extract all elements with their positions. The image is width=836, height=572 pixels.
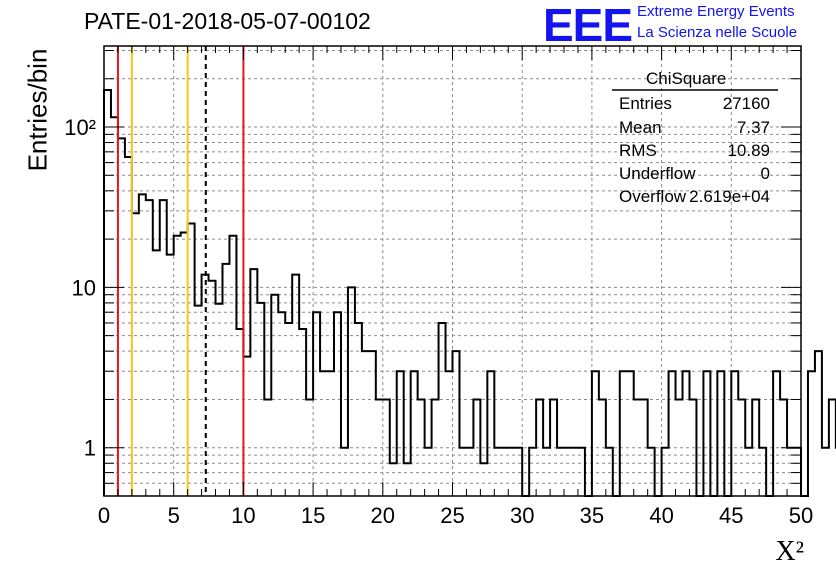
x-tick-label: 40 <box>649 503 673 528</box>
x-tick-label: 30 <box>510 503 534 528</box>
x-tick-label: 15 <box>301 503 325 528</box>
stats-value-underflow: 0 <box>760 164 770 183</box>
x-tick-label: 5 <box>168 503 180 528</box>
stats-label-rms: RMS <box>619 141 657 160</box>
y-tick-label: 10² <box>64 115 96 140</box>
x-tick-label: 25 <box>440 503 464 528</box>
logo-line-2: La Scienza nelle Scuole <box>637 24 798 41</box>
stats-box-title: ChiSquare <box>646 69 727 88</box>
chart-title: PATE-01-2018-05-07-00102 <box>84 8 371 34</box>
stats-value-mean: 7.37 <box>736 118 770 137</box>
x-tick-label: 50 <box>789 503 813 528</box>
stats-label-underflow: Underflow <box>619 164 696 183</box>
stats-label-overflow: Overflow <box>619 187 687 206</box>
x-tick-label: 45 <box>719 503 743 528</box>
y-tick-label: 10 <box>72 275 96 300</box>
stats-value-rms: 10.89 <box>727 141 770 160</box>
x-tick-label: 20 <box>371 503 395 528</box>
x-axis-label: X² <box>775 536 804 567</box>
x-tick-label: 10 <box>231 503 255 528</box>
stats-label-mean: Mean <box>619 118 662 137</box>
x-tick-label: 0 <box>98 503 110 528</box>
logo-line-1: Extreme Energy Events <box>637 3 795 20</box>
y-tick-label: 1 <box>84 436 96 461</box>
histogram-bars <box>103 89 836 497</box>
x-tick-label: 35 <box>580 503 604 528</box>
eee-logo: EEE <box>543 0 633 51</box>
stats-label-entries: Entries <box>619 94 672 113</box>
stats-value-overflow: 2.619e+04 <box>689 187 770 206</box>
y-axis-label: Entries/bin <box>22 48 53 172</box>
stats-value-entries: 27160 <box>722 94 770 113</box>
